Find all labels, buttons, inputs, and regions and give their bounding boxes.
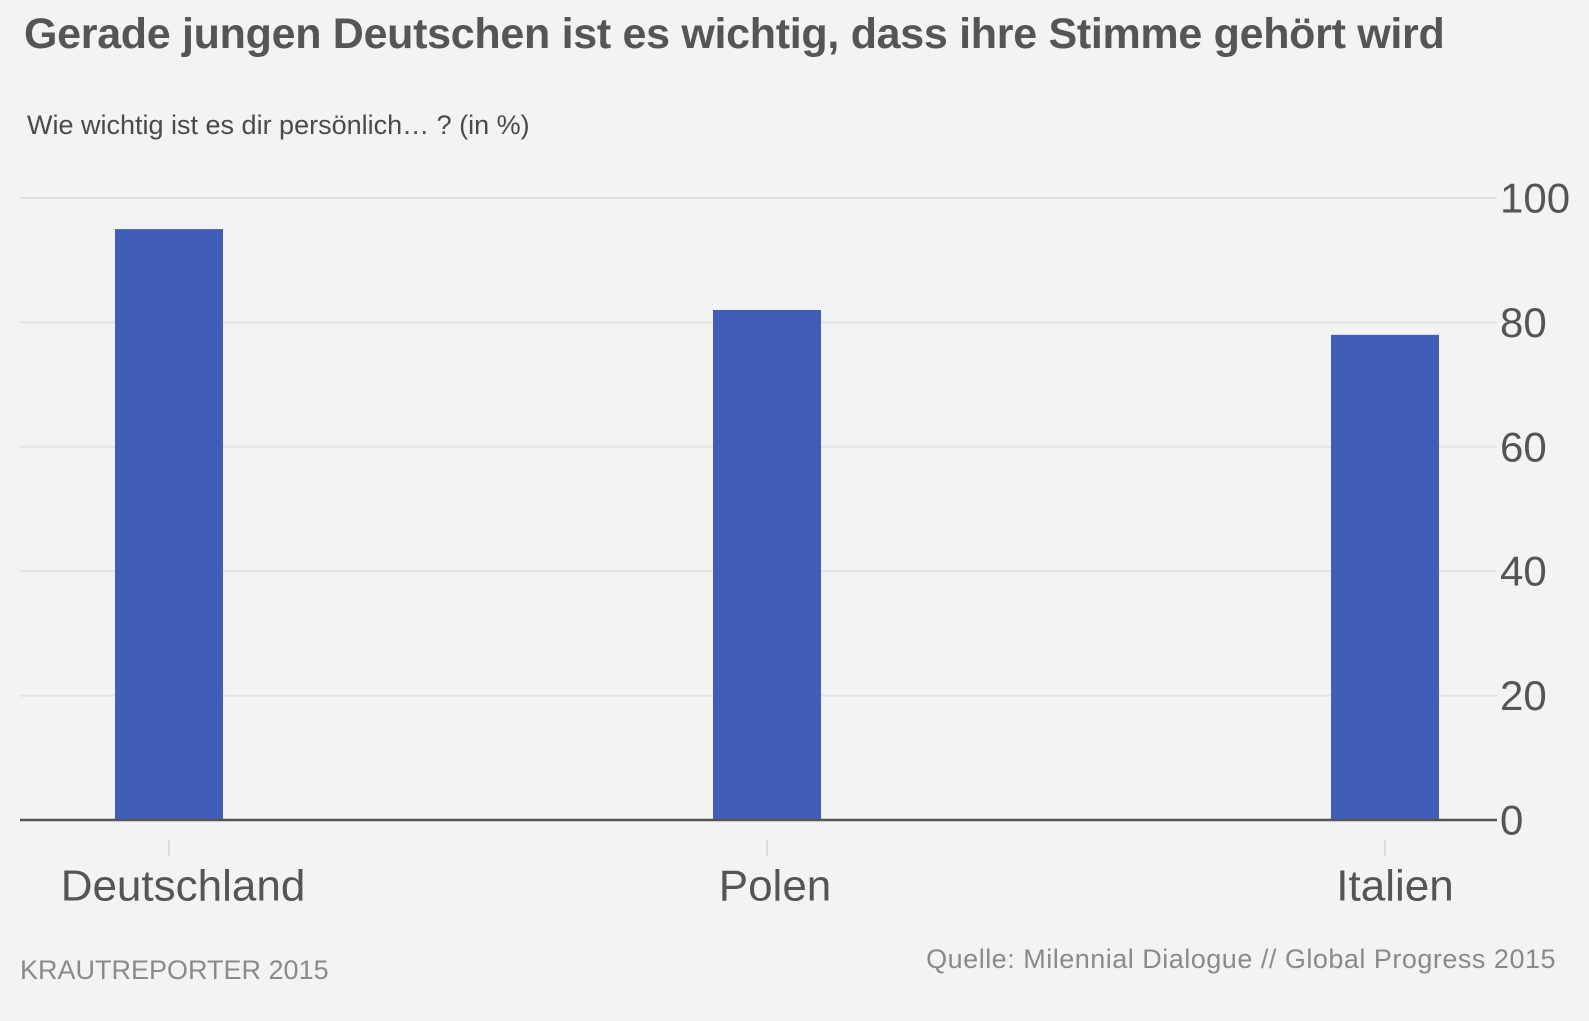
x-tick-label: Deutschland [61,862,306,911]
credit-label: KRAUTREPORTER 2015 [20,955,329,985]
bar-italien [1331,334,1439,820]
y-tick-label: 0 [1500,797,1523,844]
y-tick-label: 80 [1500,299,1547,346]
axes: 0 20 40 60 80 100 Deutschland Polen Italien [20,175,1570,911]
x-tick-label: Polen [719,862,832,911]
source-label: Quelle: Milennial Dialogue // Global Pro… [926,944,1556,974]
y-tick-label: 40 [1500,548,1547,595]
bar-polen [713,309,821,820]
y-tick-label: 100 [1500,175,1570,222]
x-tick-label: Italien [1336,862,1453,911]
y-tick-label: 60 [1500,423,1547,470]
bars [115,229,1439,821]
chart-subtitle: Wie wichtig ist es dir persönlich… ? (in… [27,110,530,140]
bar-deutschland [115,229,223,821]
y-tick-label: 20 [1500,672,1547,719]
chart-title: Gerade jungen Deutschen ist es wichtig, … [24,10,1445,58]
